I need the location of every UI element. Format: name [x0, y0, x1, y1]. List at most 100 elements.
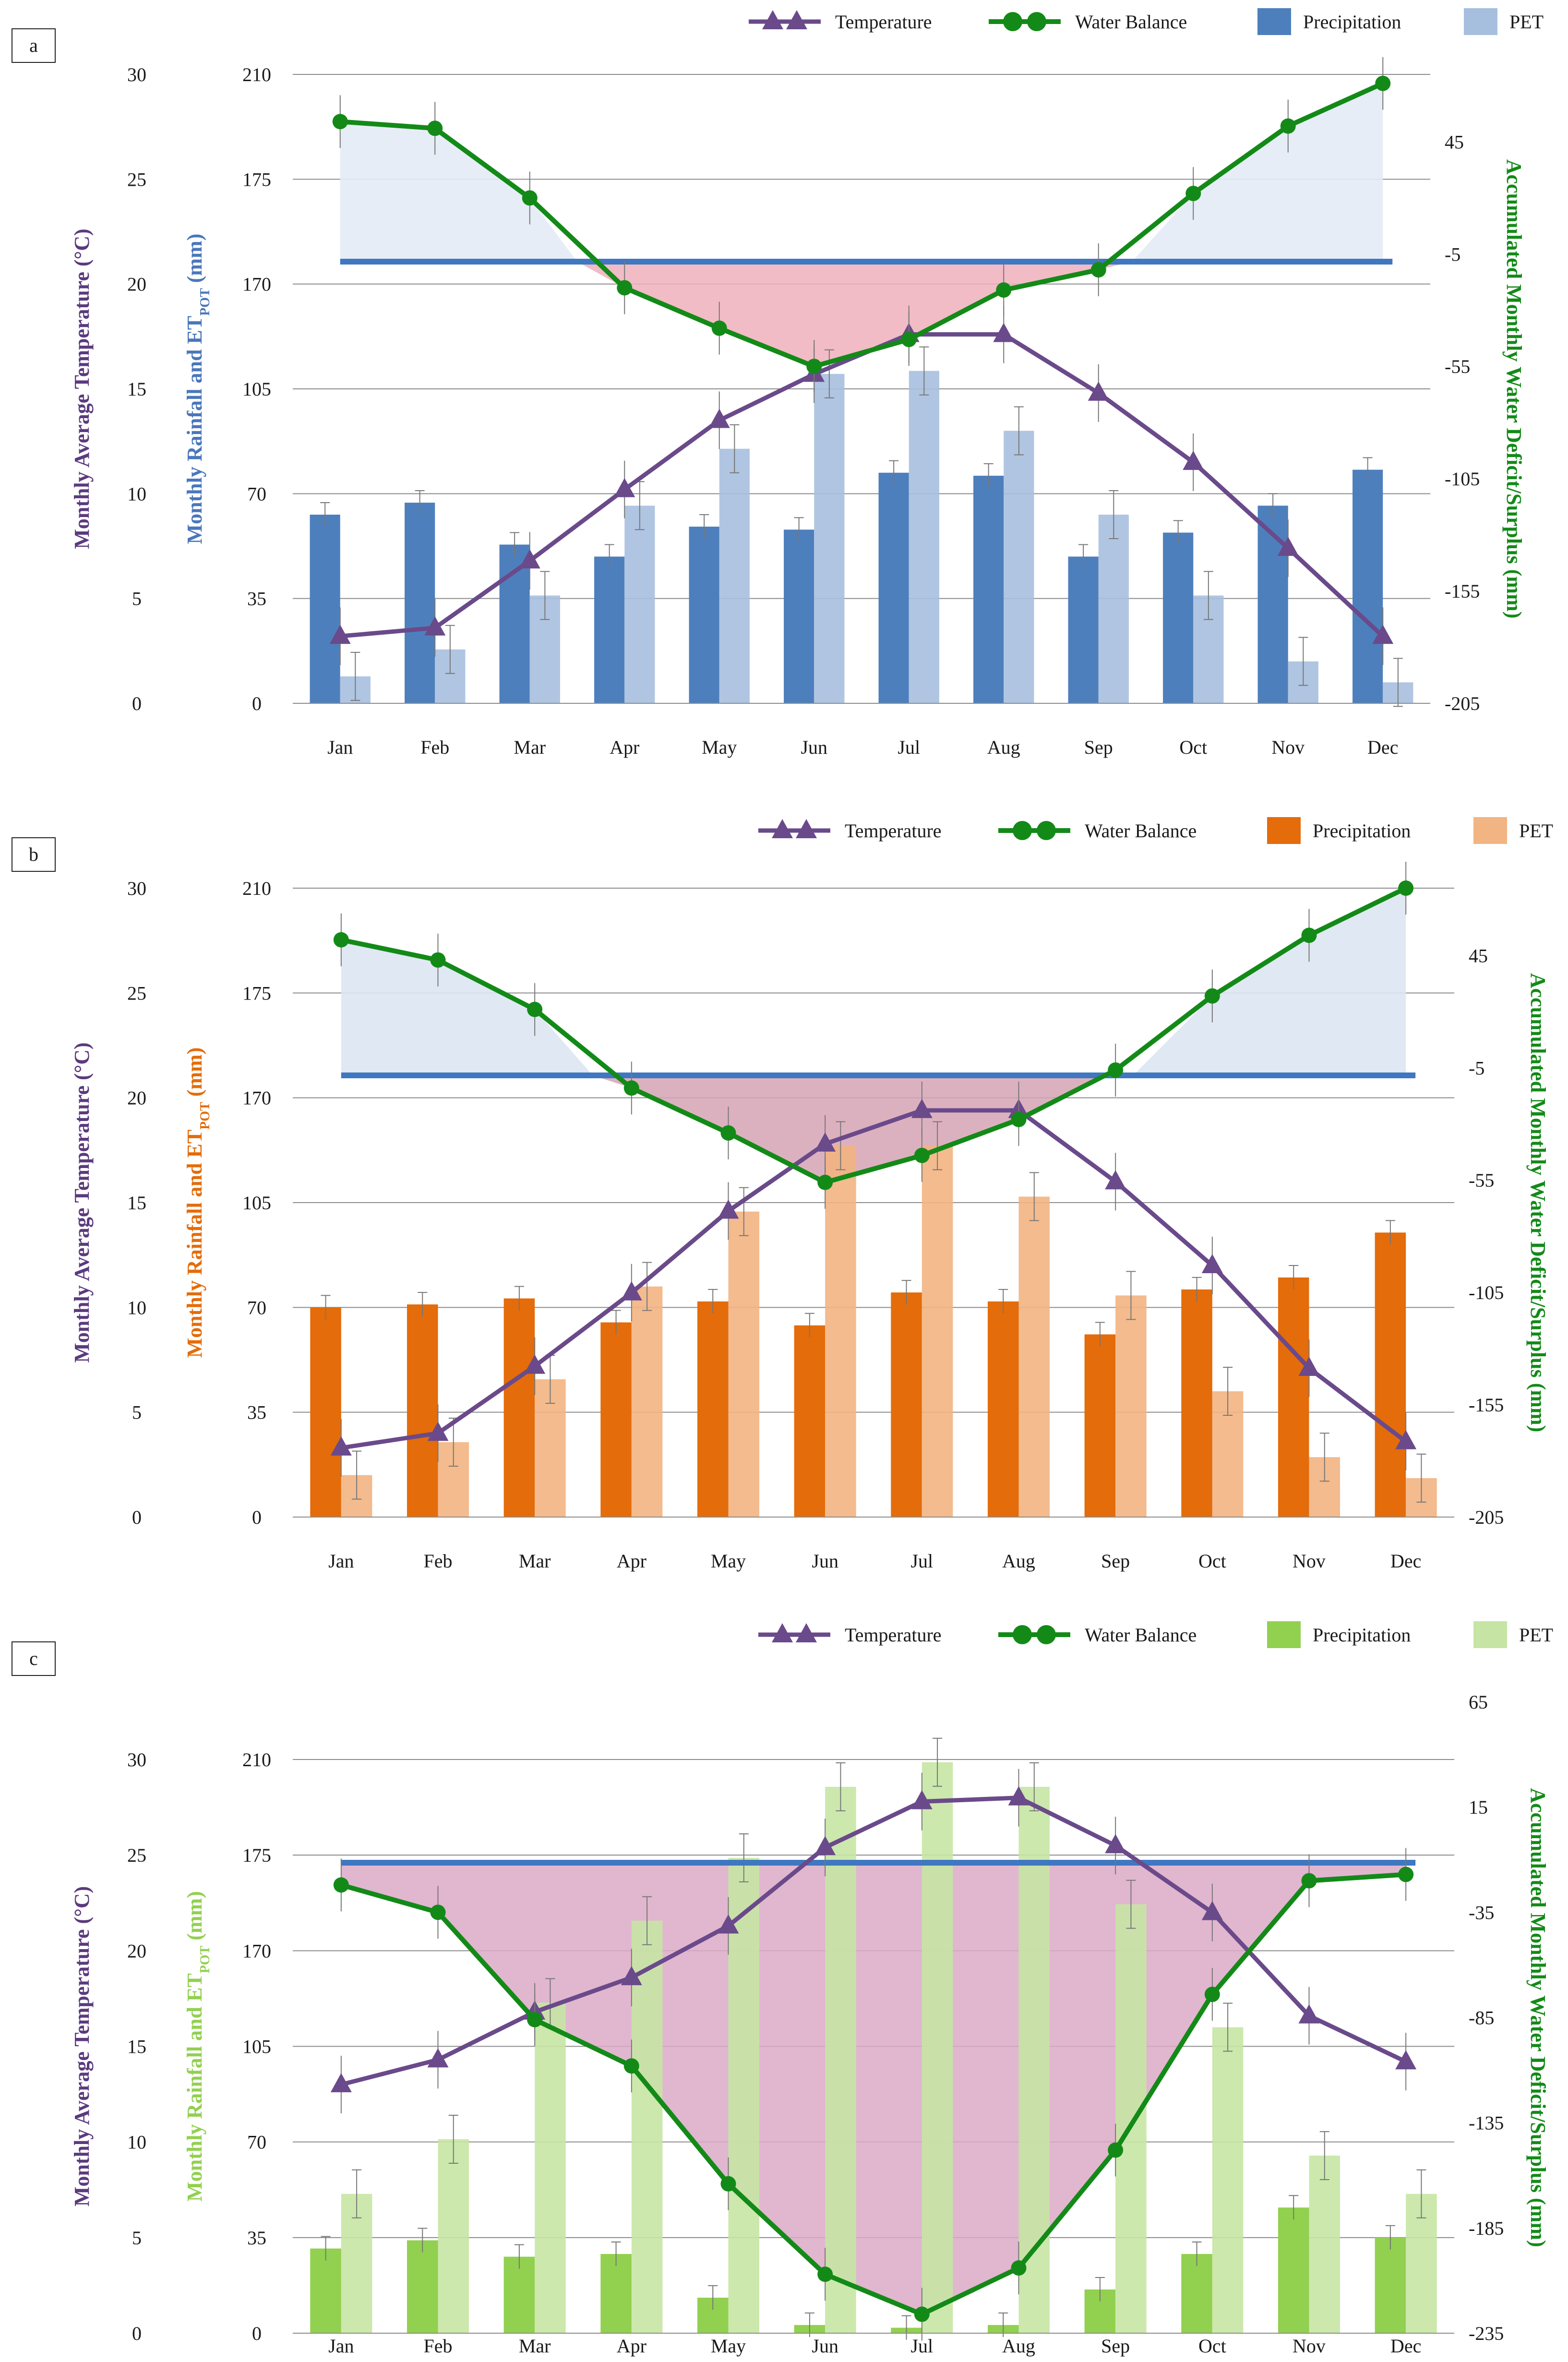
water-balance-marker — [1301, 928, 1317, 943]
wb-axis-title: Accumulated Monthly Water Deficit/Surplu… — [1526, 973, 1550, 1433]
precipitation-bar — [1181, 2254, 1212, 2333]
pet-bar — [1115, 1904, 1147, 2333]
wb-tick-label: -205 — [1469, 1506, 1504, 1528]
wb-tick-label: -5 — [1469, 1057, 1484, 1079]
precipitation-bar — [1375, 2237, 1406, 2333]
rain-tick-label: 175 — [242, 982, 271, 1004]
rain-axis-title-unit: (mm) — [183, 234, 206, 289]
wb-tick-label: -185 — [1469, 2217, 1504, 2239]
temperature-marker — [621, 1966, 642, 1986]
month-label: Nov — [1271, 736, 1305, 758]
temp-tick-label: 25 — [127, 169, 146, 190]
wb-tick-label: 45 — [1445, 131, 1464, 153]
temperature-marker — [911, 1098, 933, 1118]
temperature-marker — [1298, 1356, 1320, 1376]
water-balance-marker — [711, 320, 727, 336]
pet-bar — [728, 1211, 760, 1517]
legend-precipitation-swatch — [1257, 8, 1291, 35]
legend-pet-swatch — [1473, 817, 1507, 844]
water-balance-marker — [427, 121, 443, 136]
panel-letter-box — [12, 28, 56, 63]
month-label: Jul — [910, 1550, 933, 1572]
panel-a: a 0 5 10 15 20 25 30 0 35 70 105 170 175 210 -205 -155 -1… — [12, 8, 1544, 758]
legend-temperature-marker — [772, 1623, 793, 1642]
legend-temperature-label: Temperature — [845, 1624, 942, 1646]
temperature-marker — [524, 1354, 546, 1374]
water-balance-marker — [333, 932, 349, 948]
legend-water-balance-marker — [1013, 821, 1032, 840]
month-label: Feb — [420, 736, 449, 758]
temp-tick-label: 20 — [127, 1087, 146, 1109]
temperature-marker — [614, 478, 635, 497]
precipitation-bar — [987, 1301, 1019, 1517]
precipitation-bar — [878, 472, 909, 703]
pet-bar — [631, 1286, 663, 1517]
wb-tick-label: -55 — [1445, 356, 1470, 377]
pet-bar — [631, 1920, 663, 2333]
water-balance-marker — [1011, 1111, 1027, 1127]
temp-tick-label: 15 — [127, 2036, 146, 2058]
wb-tick-label: -85 — [1469, 2007, 1494, 2029]
temperature-marker — [330, 1436, 352, 1456]
temp-tick-label: 0 — [132, 1506, 142, 1528]
precipitation-bar — [407, 2240, 438, 2333]
temp-tick-label: 10 — [127, 1297, 146, 1318]
water-balance-marker — [720, 2176, 736, 2192]
water-balance-marker — [623, 2058, 639, 2074]
water-balance-marker — [332, 114, 348, 130]
pet-bar — [825, 1145, 856, 1517]
pet-bar — [438, 2139, 469, 2333]
precipitation-bar — [1353, 470, 1383, 703]
water-balance-marker — [1398, 1867, 1414, 1882]
temperature-marker — [993, 323, 1015, 342]
panel-letter-box — [12, 1641, 56, 1676]
month-label: Sep — [1084, 736, 1113, 758]
temperature-line — [341, 1108, 1407, 1450]
precipitation-bar — [405, 503, 435, 703]
precipitation-bar — [1257, 506, 1288, 703]
rain-tick-label: 70 — [247, 2132, 266, 2153]
wb-tick-label: -105 — [1469, 1282, 1504, 1303]
temp-tick-label: 0 — [132, 693, 142, 714]
temperature-marker — [1008, 1786, 1029, 1806]
month-label: Mar — [519, 2335, 551, 2357]
pet-bar — [719, 448, 750, 703]
legend-precipitation-label: Precipitation — [1303, 11, 1401, 33]
month-label: May — [711, 1550, 746, 1572]
rain-axis-title: Monthly Rainfall and ETPOT (mm) — [183, 234, 213, 544]
precipitation-bar — [600, 1322, 632, 1517]
water-balance-marker — [1090, 262, 1106, 278]
water-balance-marker — [996, 282, 1012, 298]
pet-bar — [909, 371, 939, 703]
temperature-marker — [330, 2073, 352, 2093]
temp-axis-title: Monthly Average Temperature (°C) — [70, 1886, 94, 2206]
rain-tick-label: 70 — [247, 483, 266, 505]
pet-bar — [814, 374, 845, 703]
wb-tick-label: -55 — [1469, 1169, 1494, 1191]
legend-temperature-marker — [762, 10, 783, 29]
rain-tick-label: 70 — [247, 1297, 266, 1318]
water-balance-marker — [817, 1174, 833, 1190]
temperature-marker — [424, 616, 446, 636]
water-balance-marker — [430, 952, 446, 968]
month-label: Nov — [1293, 1550, 1326, 1572]
temp-axis-title: Monthly Average Temperature (°C) — [70, 1042, 94, 1362]
temp-tick-label: 15 — [127, 1192, 146, 1214]
month-label: Jul — [898, 736, 920, 758]
precipitation-bar — [503, 1298, 535, 1517]
water-balance-marker — [1108, 1062, 1124, 1078]
temperature-marker — [427, 2048, 449, 2068]
temperature-marker — [329, 625, 351, 644]
month-label: Oct — [1198, 1550, 1226, 1572]
water-balance-marker — [1185, 185, 1201, 201]
legend-precipitation-swatch — [1267, 1621, 1301, 1648]
legend-water-balance-marker — [1003, 12, 1022, 31]
precipitation-bar — [310, 515, 340, 703]
water-balance-marker — [914, 2306, 930, 2322]
rain-axis-title: Monthly Rainfall and ETPOT (mm) — [183, 1891, 213, 2202]
panel-letter: b — [29, 844, 38, 865]
panel-letter: c — [29, 1648, 38, 1669]
surplus-area — [1133, 888, 1406, 1075]
rain-axis-title-sub: POT — [198, 1102, 213, 1130]
